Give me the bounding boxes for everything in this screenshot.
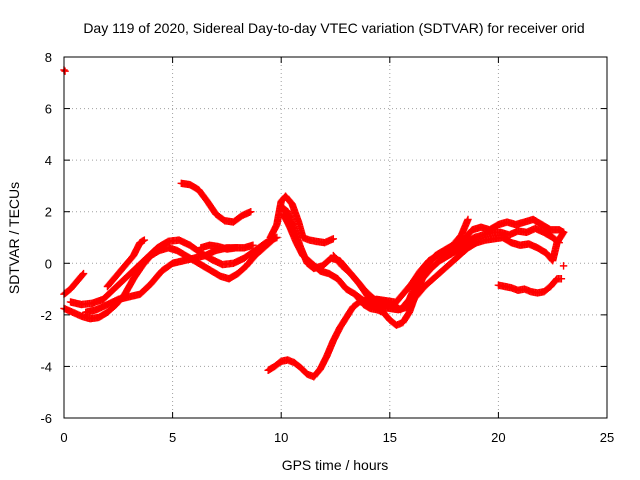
y-tick-label: -4 — [40, 359, 52, 374]
data-point-marker — [249, 241, 257, 249]
y-tick-label: 2 — [45, 205, 52, 220]
y-tick-label: -6 — [40, 411, 52, 426]
y-tick-label: 4 — [45, 153, 52, 168]
data-point-marker — [555, 238, 563, 247]
x-tick-label: 20 — [491, 430, 505, 445]
x-tick-label: 25 — [600, 430, 614, 445]
x-tick-label: 5 — [169, 430, 176, 445]
y-tick-label: -2 — [40, 308, 52, 323]
data-point-marker — [390, 298, 398, 306]
series-track-5 — [82, 244, 242, 316]
data-points — [60, 66, 568, 381]
data-point-marker — [247, 208, 255, 216]
data-point-marker — [61, 67, 69, 75]
x-tick-label: 15 — [383, 430, 397, 445]
series-track-13 — [353, 224, 563, 329]
data-point-marker — [273, 233, 281, 242]
data-point-marker — [554, 238, 562, 246]
data-point-marker — [79, 270, 87, 279]
plot-frame — [63, 56, 608, 419]
series-track-16 — [559, 262, 568, 270]
series-track-8 — [197, 241, 257, 253]
y-tick-label: 0 — [45, 256, 52, 271]
series-track-14 — [264, 295, 398, 381]
x-axis-label: GPS time / hours — [282, 457, 389, 473]
series-track-2 — [60, 269, 88, 298]
data-point-marker — [464, 215, 472, 224]
series-track-12 — [329, 215, 568, 310]
data-point-marker — [79, 269, 88, 278]
chart-title: Day 119 of 2020, Sidereal Day-to-day VTE… — [83, 20, 584, 36]
y-tick-label: 6 — [45, 102, 52, 117]
series-track-15 — [494, 275, 566, 297]
x-tick-label: 0 — [60, 430, 67, 445]
grid-lines — [64, 57, 607, 418]
x-tick-label: 10 — [274, 430, 288, 445]
series-track-6 — [103, 236, 149, 291]
series-track-9 — [266, 192, 338, 247]
data-point-marker — [559, 228, 568, 237]
y-tick-label: 8 — [45, 50, 52, 65]
data-point-marker — [329, 235, 338, 243]
series-track-4 — [66, 233, 281, 309]
data-point-marker — [559, 262, 568, 270]
data-point-marker — [557, 275, 566, 283]
series-track-1 — [60, 66, 69, 75]
data-point-marker — [140, 236, 149, 244]
series-track-7 — [177, 179, 255, 226]
y-axis-label: SDTVAR / TECUs — [6, 182, 22, 294]
